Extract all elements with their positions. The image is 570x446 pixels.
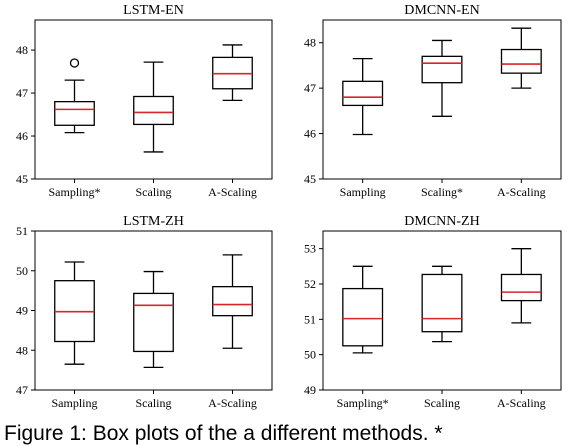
x-tick-label: Scaling [424, 396, 460, 410]
box-iqr [421, 55, 463, 84]
box-2 [500, 27, 542, 89]
box-0 [54, 261, 95, 365]
x-tick-label: Sampling* [337, 396, 389, 410]
box-iqr [342, 287, 384, 347]
flier-point [69, 58, 80, 68]
plot-frame [34, 230, 273, 391]
y-tick-label: 50 [16, 264, 28, 278]
box-iqr [133, 292, 174, 353]
x-tick-label: Sampling [340, 185, 386, 199]
y-tick-label: 45 [16, 172, 28, 186]
y-tick-label: 47 [16, 383, 28, 397]
y-tick-label: 48 [16, 343, 28, 357]
x-tick-label: A-Scaling [208, 185, 257, 199]
plot-frame [34, 19, 273, 180]
box-2 [500, 248, 542, 324]
y-tick-label: 50 [304, 348, 316, 362]
box-2 [212, 44, 253, 102]
box-1 [133, 270, 174, 368]
y-tick-label: 46 [304, 127, 316, 141]
plot-frame [322, 230, 562, 391]
box-1 [421, 39, 463, 117]
chart-panel-1: DMCNN-EN 45 46 47 48 Sampling Scaling* A-Scalin… [304, 3, 562, 199]
box-0 [342, 265, 384, 354]
box-2 [212, 254, 253, 349]
y-tick-label: 49 [304, 383, 316, 397]
y-tick-label: 51 [304, 312, 316, 326]
box-iqr [500, 48, 542, 74]
y-tick-label: 48 [16, 43, 28, 57]
x-tick-label: Scaling [136, 396, 172, 410]
chart-title: LSTM-EN [123, 3, 184, 18]
y-tick-label: 51 [16, 224, 28, 238]
y-tick-label: 48 [304, 36, 316, 50]
box-1 [133, 61, 174, 153]
figure-caption: Figure 1: Box plots of the a different m… [4, 422, 443, 445]
box-0 [342, 57, 384, 136]
chart-title: DMCNN-EN [404, 3, 479, 18]
box-iqr [421, 273, 463, 333]
y-tick-label: 53 [304, 242, 316, 256]
y-tick-label: 46 [16, 129, 28, 143]
x-tick-label: Scaling* [421, 185, 463, 199]
chart-title: DMCNN-ZH [404, 214, 479, 229]
box-iqr [342, 80, 384, 107]
box-iqr [54, 100, 95, 126]
y-tick-label: 45 [304, 172, 316, 186]
x-tick-label: A-Scaling [497, 396, 546, 410]
y-tick-label: 52 [304, 277, 316, 291]
y-tick-label: 49 [16, 304, 28, 318]
chart-panel-0: LSTM-EN 45 46 47 48 Sampling* Scaling A-Scaling [16, 3, 273, 199]
y-tick-label: 47 [16, 86, 28, 100]
chart-panel-2: LSTM-ZH 47 48 49 50 51 Sampling Scaling A-Scalin… [16, 214, 273, 410]
chart-title: LSTM-ZH [123, 214, 184, 229]
x-tick-label: A-Scaling [497, 185, 546, 199]
plot-frame [322, 19, 562, 180]
chart-panel-3: DMCNN-ZH 49 50 51 52 53 Sampling* Scaling A-Scal… [304, 214, 562, 410]
box-0 [54, 58, 95, 134]
box-iqr [500, 273, 542, 302]
box-1 [421, 265, 463, 343]
y-tick-label: 47 [304, 81, 316, 95]
x-tick-label: A-Scaling [208, 396, 257, 410]
x-tick-label: Scaling [136, 185, 172, 199]
box-iqr [133, 95, 174, 126]
box-iqr [212, 285, 253, 317]
x-tick-label: Sampling [51, 396, 97, 410]
x-tick-label: Sampling* [48, 185, 100, 199]
